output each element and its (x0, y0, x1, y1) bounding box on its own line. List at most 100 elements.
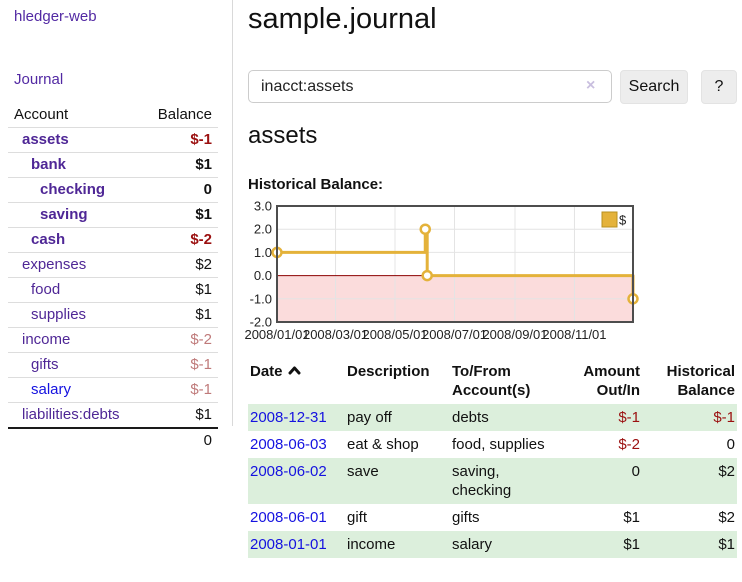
page-title: sample.journal (248, 3, 437, 35)
legend-swatch (601, 211, 618, 228)
x-axis-tick-label: 2008/03/01 (303, 327, 368, 342)
account-balance: $-1 (142, 127, 218, 153)
account-link-expenses[interactable]: expenses (22, 256, 87, 273)
accounts-total-value: 0 (142, 427, 218, 453)
account-balance: $-1 (142, 377, 218, 403)
account-balance: $1 (142, 202, 218, 228)
column-header-amount: Amount Out/In (583, 363, 640, 399)
chart-title: Historical Balance: (248, 176, 384, 193)
account-balance: $1 (142, 152, 218, 178)
account-balance: $1 (142, 402, 218, 428)
transaction-date-link[interactable]: 2008-12-31 (250, 409, 327, 426)
account-row: income $-2 (8, 327, 218, 353)
account-link-assets[interactable]: assets (22, 131, 69, 148)
transaction-date-link[interactable]: 2008-06-03 (250, 436, 327, 453)
transaction-date: 2008-06-02 (248, 458, 345, 504)
account-row: bank $1 (8, 152, 218, 178)
transaction-amount: $-2 (618, 436, 640, 453)
account-link-income[interactable]: income (22, 331, 71, 348)
account-row: liabilities:debts $1 (8, 402, 218, 428)
account-balance: $1 (142, 302, 218, 328)
x-axis-tick-label: 2008/09/01 (482, 327, 547, 342)
y-axis-tick-label: 3.0 (254, 199, 272, 214)
account-row: salary $-1 (8, 377, 218, 403)
account-link-checking[interactable]: checking (40, 181, 106, 198)
x-axis-tick-label: 2008/11/01 (542, 327, 606, 342)
transaction-date: 2008-06-03 (248, 431, 345, 458)
transaction-row: 2008-01-01 income salary $1 $1 (248, 531, 737, 558)
transaction-accounts: debts (452, 409, 489, 426)
search-button[interactable]: Search (620, 70, 688, 104)
transaction-row: 2008-06-02 save saving, checking 0 $2 (248, 458, 737, 504)
account-row: gifts $-1 (8, 352, 218, 378)
transaction-amount: $-1 (618, 409, 640, 426)
transaction-balance: $2 (718, 463, 735, 480)
app-title-link[interactable]: hledger-web (14, 8, 97, 25)
transaction-date-link[interactable]: 2008-06-01 (250, 509, 327, 526)
account-row: saving $1 (8, 202, 218, 228)
transaction-date-link[interactable]: 2008-06-02 (250, 463, 327, 480)
account-row: checking 0 (8, 177, 218, 203)
accounts-total-row: 0 (8, 427, 218, 453)
transaction-description: save (347, 463, 379, 480)
y-axis-tick-label: 0.0 (254, 268, 272, 283)
account-row: assets $-1 (8, 127, 218, 153)
transaction-amount: $1 (623, 509, 640, 526)
data-point-marker[interactable] (419, 223, 432, 235)
transaction-amount: $1 (623, 536, 640, 553)
data-point-marker[interactable] (421, 269, 433, 282)
sidebar-item-journal[interactable]: Journal (14, 71, 64, 88)
account-row: supplies $1 (8, 302, 218, 328)
transaction-accounts: saving, checking (452, 463, 512, 499)
account-balance: $-1 (142, 352, 218, 378)
transaction-date-link[interactable]: 2008-01-01 (250, 536, 327, 553)
account-balance: 0 (142, 177, 218, 203)
transaction-balance: $-1 (713, 409, 735, 426)
account-balance: $2 (142, 252, 218, 278)
y-axis-tick-label: 2.0 (254, 222, 272, 237)
y-axis-tick-label: 1.0 (254, 245, 272, 260)
account-link-saving[interactable]: saving (40, 206, 88, 223)
transaction-row: 2008-12-31 pay off debts $-1 $-1 (248, 404, 737, 431)
transaction-accounts: gifts (452, 509, 480, 526)
x-axis-tick-label: 2008/05/01 (362, 327, 427, 342)
sidebar: hledger-web Journal Account Balance asse… (0, 0, 232, 582)
account-row: cash $-2 (8, 227, 218, 253)
account-link-food[interactable]: food (31, 281, 61, 298)
account-link-liabilities-debts[interactable]: liabilities:debts (22, 406, 120, 423)
chart-svg: 3.0 2.0 1.0 0.0 -1.0 -2.02008/01/012008/03/01… (244, 199, 639, 342)
help-button[interactable]: ? (701, 70, 737, 104)
accounts-header-balance: Balance (157, 106, 212, 123)
transaction-balance: $2 (718, 509, 735, 526)
clear-search-icon[interactable]: × (586, 77, 596, 94)
account-link-cash[interactable]: cash (31, 231, 66, 248)
account-link-gifts[interactable]: gifts (31, 356, 59, 373)
account-row: food $1 (8, 277, 218, 303)
x-axis-tick-label: 2008/01/01 (244, 327, 309, 342)
transaction-row: 2008-06-01 gift gifts $1 $2 (248, 504, 737, 531)
search-input[interactable] (248, 70, 612, 103)
sidebar-divider (232, 0, 233, 426)
column-header-balance: Historical Balance (666, 363, 735, 399)
main-content: sample.journal × Search ? assets Histori… (244, 0, 742, 582)
transaction-description: gift (347, 509, 368, 526)
transaction-balance: $1 (718, 536, 735, 553)
y-axis-tick-label: -1.0 (250, 291, 272, 306)
account-link-salary[interactable]: salary (31, 381, 72, 398)
transaction-accounts: salary (452, 536, 493, 553)
transaction-amount: 0 (631, 463, 640, 480)
transactions-header-row: Date Description To/From Account(s) Amou… (248, 360, 737, 404)
account-link-supplies[interactable]: supplies (31, 306, 87, 323)
account-balance: $-2 (142, 227, 218, 253)
account-row: expenses $2 (8, 252, 218, 278)
column-header-date[interactable]: Date (248, 360, 345, 404)
transaction-date: 2008-12-31 (248, 404, 345, 431)
accounts-header-account: Account (14, 106, 69, 123)
transaction-description: income (347, 536, 396, 553)
account-link-bank[interactable]: bank (31, 156, 67, 173)
legend-label: $ (619, 213, 627, 228)
transaction-accounts: food, supplies (452, 436, 545, 453)
transaction-date: 2008-06-01 (248, 504, 345, 531)
historical-balance-chart: 3.0 2.0 1.0 0.0 -1.0 -2.0 2008/01/01 2008/03/01… (244, 199, 648, 348)
plot-border (276, 205, 634, 323)
